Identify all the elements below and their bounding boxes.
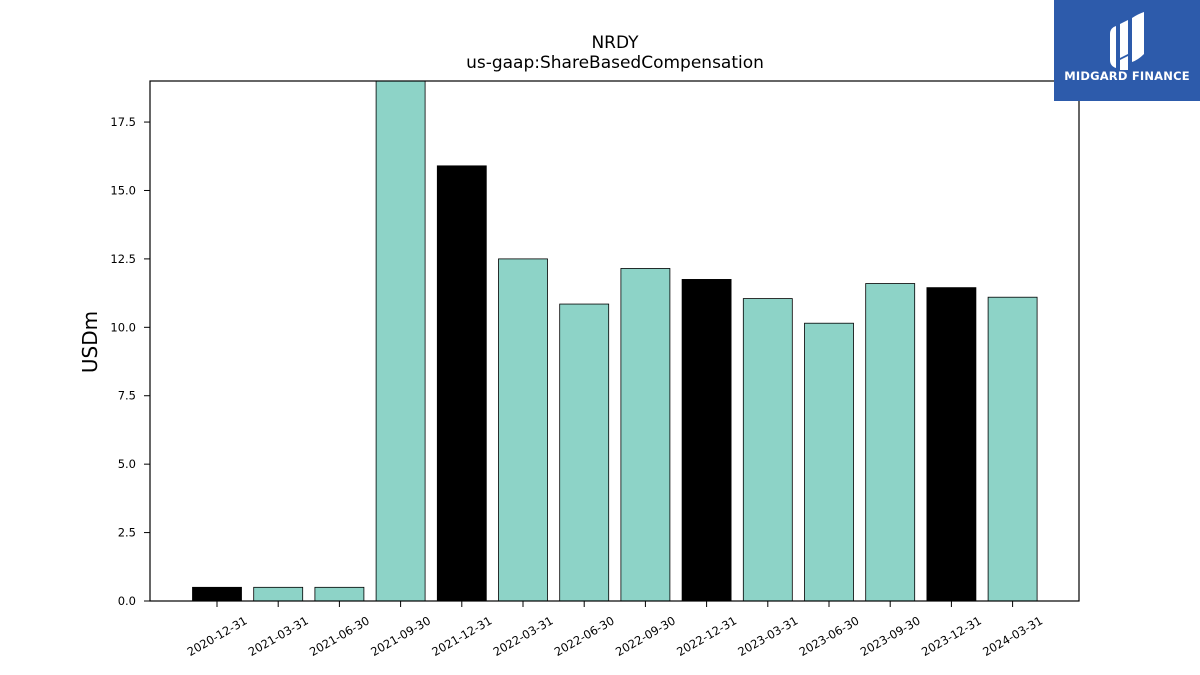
y-tick-label: 7.5 — [118, 389, 136, 403]
bar-2021-06-30 — [314, 586, 365, 602]
bars-group — [192, 80, 1038, 602]
y-tick-label: 12.5 — [110, 252, 136, 266]
x-ticks-group: 2020-12-312021-03-312021-06-302021-09-30… — [185, 601, 1045, 659]
x-tick-label: 2023-06-30 — [797, 613, 862, 659]
bar-2020-12-31 — [192, 586, 242, 602]
x-tick-label: 2020-12-31 — [185, 613, 250, 659]
bar-2022-09-30 — [620, 268, 671, 602]
bar-2021-03-31 — [253, 586, 304, 602]
y-ticks-group: 0.0 2.5 5.0 7.5 10.0 12.5 15.0 17.5 — [110, 115, 150, 608]
x-tick-label: 2021-12-31 — [429, 613, 494, 659]
x-tick-label: 2021-03-31 — [246, 613, 311, 659]
midgard-logo-mark-icon — [1110, 12, 1144, 70]
bar-2022-06-30 — [559, 303, 610, 602]
y-tick-label: 10.0 — [110, 320, 136, 334]
chart-subtitle: us-gaap:ShareBasedCompensation — [466, 53, 764, 73]
y-tick-label: 5.0 — [118, 457, 136, 471]
x-tick-label: 2022-12-31 — [674, 613, 739, 659]
bar-2021-12-31 — [436, 165, 487, 602]
y-tick-label: 17.5 — [110, 115, 136, 129]
x-tick-label: 2023-12-31 — [919, 613, 984, 659]
x-tick-label: 2022-06-30 — [552, 613, 617, 659]
bar-2023-09-30 — [865, 283, 916, 602]
bar-2023-03-31 — [742, 298, 793, 602]
bar-2023-12-31 — [926, 287, 977, 602]
plot-frame — [149, 80, 1080, 602]
bar-2021-09-30 — [375, 80, 426, 602]
x-tick-label: 2022-09-30 — [613, 613, 678, 659]
x-tick-label: 2024-03-31 — [980, 613, 1045, 659]
x-tick-label: 2021-09-30 — [368, 613, 433, 659]
midgard-finance-logo: MIDGARD FINANCE — [1054, 0, 1200, 101]
bar-2022-12-31 — [681, 279, 732, 602]
bar-2024-03-31 — [987, 296, 1038, 602]
bar-2022-03-31 — [498, 258, 548, 602]
chart-title: NRDY — [591, 33, 639, 53]
y-axis-label: USDm — [78, 311, 102, 373]
x-tick-label: 2023-03-31 — [735, 613, 800, 659]
x-tick-label: 2022-03-31 — [491, 613, 556, 659]
x-tick-label: 2021-06-30 — [307, 613, 372, 659]
y-tick-label: 0.0 — [118, 594, 136, 608]
x-tick-label: 2023-09-30 — [858, 613, 923, 659]
y-tick-label: 15.0 — [110, 183, 136, 197]
bar-2023-06-30 — [804, 322, 854, 602]
y-tick-label: 2.5 — [118, 526, 136, 540]
logo-text: MIDGARD FINANCE — [1064, 69, 1190, 83]
